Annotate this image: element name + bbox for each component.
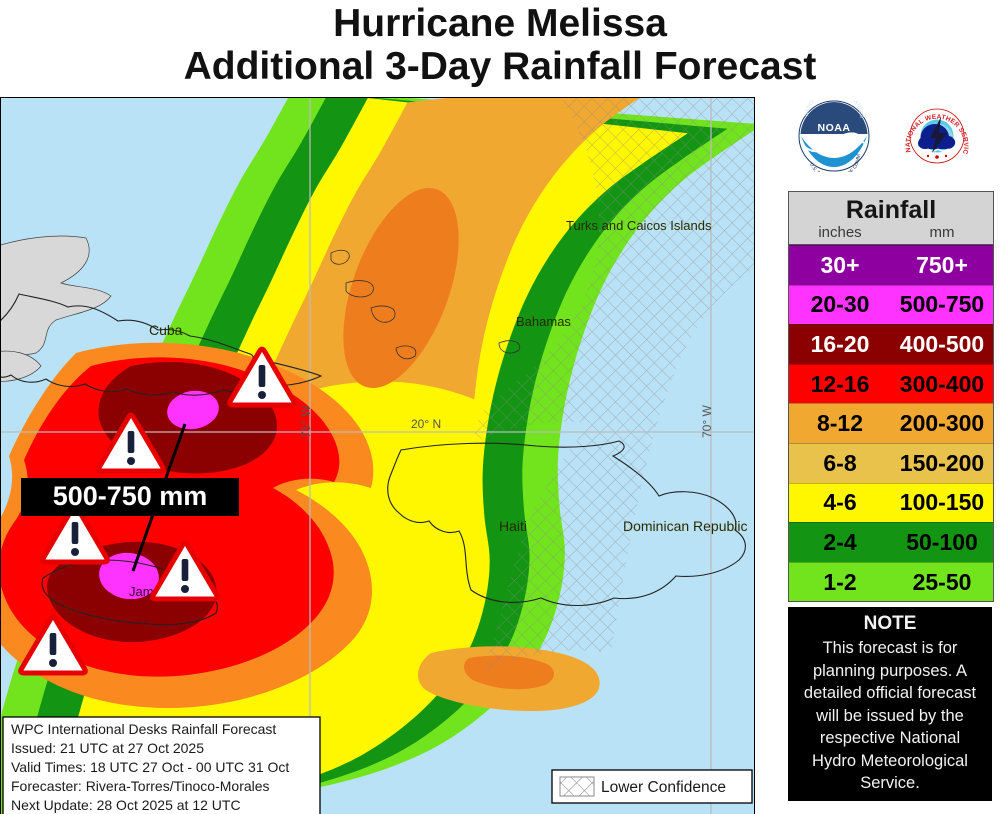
svg-text:500-750 mm: 500-750 mm xyxy=(53,481,208,511)
svg-text:WPC International Desks Rainfa: WPC International Desks Rainfall Forecas… xyxy=(11,721,276,737)
svg-text:20° N: 20° N xyxy=(411,417,441,431)
svg-text:Forecaster: Rivera-Torres/Tino: Forecaster: Rivera-Torres/Tinoco-Morales xyxy=(11,778,270,794)
svg-text:Dominican Republic: Dominican Republic xyxy=(623,518,748,534)
svg-text:Next Update: 28 Oct 2025 at 12: Next Update: 28 Oct 2025 at 12 UTC xyxy=(11,797,241,813)
svg-text:Cuba: Cuba xyxy=(149,322,183,338)
svg-text:Bahamas: Bahamas xyxy=(516,314,571,329)
svg-text:70° W: 70° W xyxy=(700,405,714,438)
svg-text:Issued: 21 UTC at 27 Oct 2025: Issued: 21 UTC at 27 Oct 2025 xyxy=(11,740,204,756)
svg-text:NOAA: NOAA xyxy=(818,122,851,134)
svg-text:Turks and Caicos Islands: Turks and Caicos Islands xyxy=(566,218,712,233)
svg-text:Haiti: Haiti xyxy=(499,518,527,534)
svg-text:Valid Times: 18 UTC 27 Oct - 0: Valid Times: 18 UTC 27 Oct - 00 UTC 31 O… xyxy=(11,759,289,775)
svg-text:Lower Confidence: Lower Confidence xyxy=(601,779,726,796)
svg-text:75° W: 75° W xyxy=(299,405,313,438)
